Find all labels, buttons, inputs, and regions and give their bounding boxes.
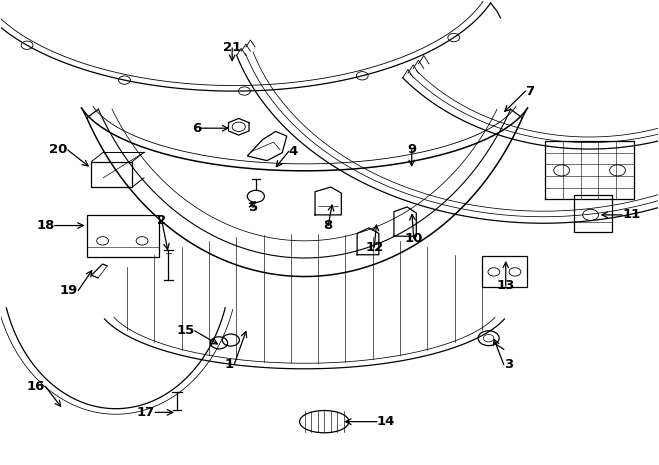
Text: 9: 9 xyxy=(407,144,416,157)
Text: 6: 6 xyxy=(192,122,201,135)
Text: 17: 17 xyxy=(137,406,156,419)
Text: 11: 11 xyxy=(622,208,641,221)
Text: 3: 3 xyxy=(503,358,513,371)
Text: 19: 19 xyxy=(60,284,78,297)
Text: 8: 8 xyxy=(324,219,333,232)
Text: 16: 16 xyxy=(27,380,45,393)
Text: 5: 5 xyxy=(249,200,258,213)
Bar xyxy=(92,161,132,187)
Text: 2: 2 xyxy=(158,214,166,227)
Text: 15: 15 xyxy=(177,324,194,337)
Text: 12: 12 xyxy=(365,241,384,254)
Text: 14: 14 xyxy=(377,415,395,428)
Bar xyxy=(574,195,612,232)
Text: 4: 4 xyxy=(289,145,298,158)
Text: 13: 13 xyxy=(496,279,515,292)
Text: 21: 21 xyxy=(223,41,241,54)
Bar xyxy=(482,256,527,287)
Text: 10: 10 xyxy=(405,232,423,245)
Text: 20: 20 xyxy=(49,144,68,157)
Text: 7: 7 xyxy=(525,85,534,98)
Text: 18: 18 xyxy=(36,219,55,232)
Bar xyxy=(88,215,159,257)
Text: 1: 1 xyxy=(225,358,234,371)
